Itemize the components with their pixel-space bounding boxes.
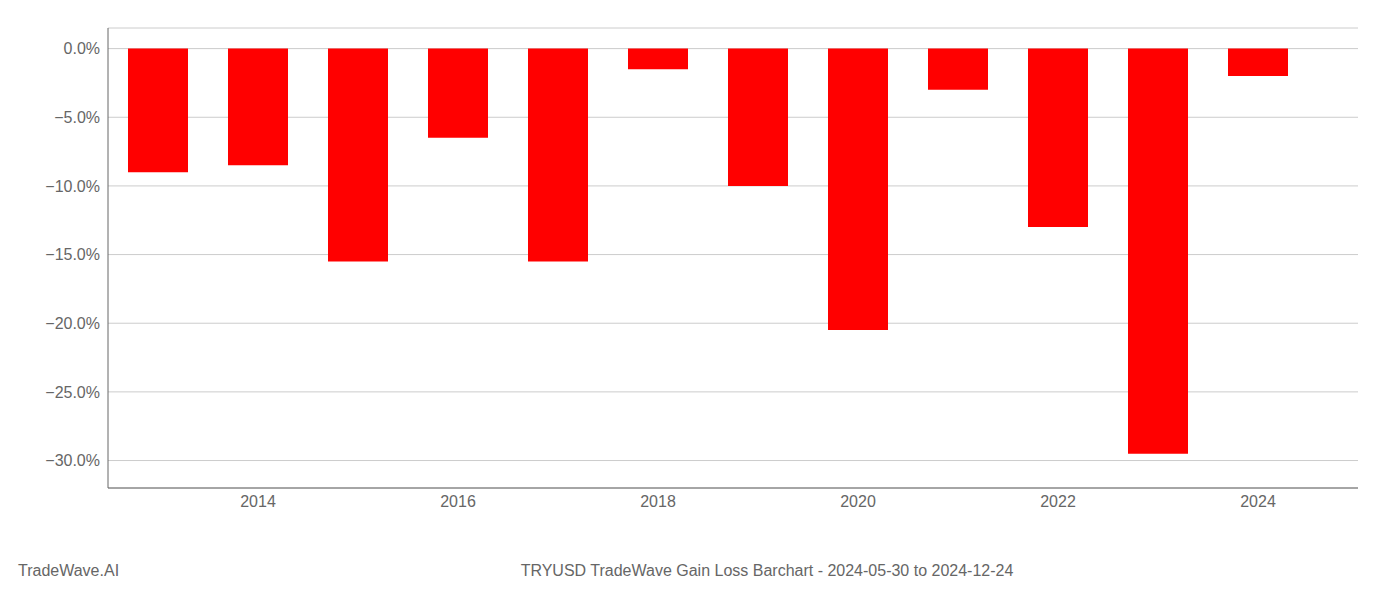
html-text:TRYUSD TradeWave Gain Loss Bar: TRYUSD TradeWave Gain Loss Barchart - 20…: [520, 562, 1014, 579]
html-text:TradeWave.AI: TradeWave.AI: [18, 562, 120, 579]
svg-text:2014: 2014: [240, 493, 276, 510]
svg-text:2024: 2024: [1240, 493, 1276, 510]
svg-text:2016: 2016: [440, 493, 476, 510]
svg-text:0.0%: 0.0%: [64, 40, 100, 57]
svg-text:−10.0%: −10.0%: [45, 178, 100, 195]
svg-text:−25.0%: −25.0%: [45, 384, 100, 401]
svg-text:2018: 2018: [640, 493, 676, 510]
svg-text:2022: 2022: [1040, 493, 1076, 510]
svg-text:−5.0%: −5.0%: [54, 109, 100, 126]
svg-text:−20.0%: −20.0%: [45, 315, 100, 332]
svg-text:2020: 2020: [840, 493, 876, 510]
svg-text:−15.0%: −15.0%: [45, 246, 100, 263]
svg-text:−30.0%: −30.0%: [45, 452, 100, 469]
